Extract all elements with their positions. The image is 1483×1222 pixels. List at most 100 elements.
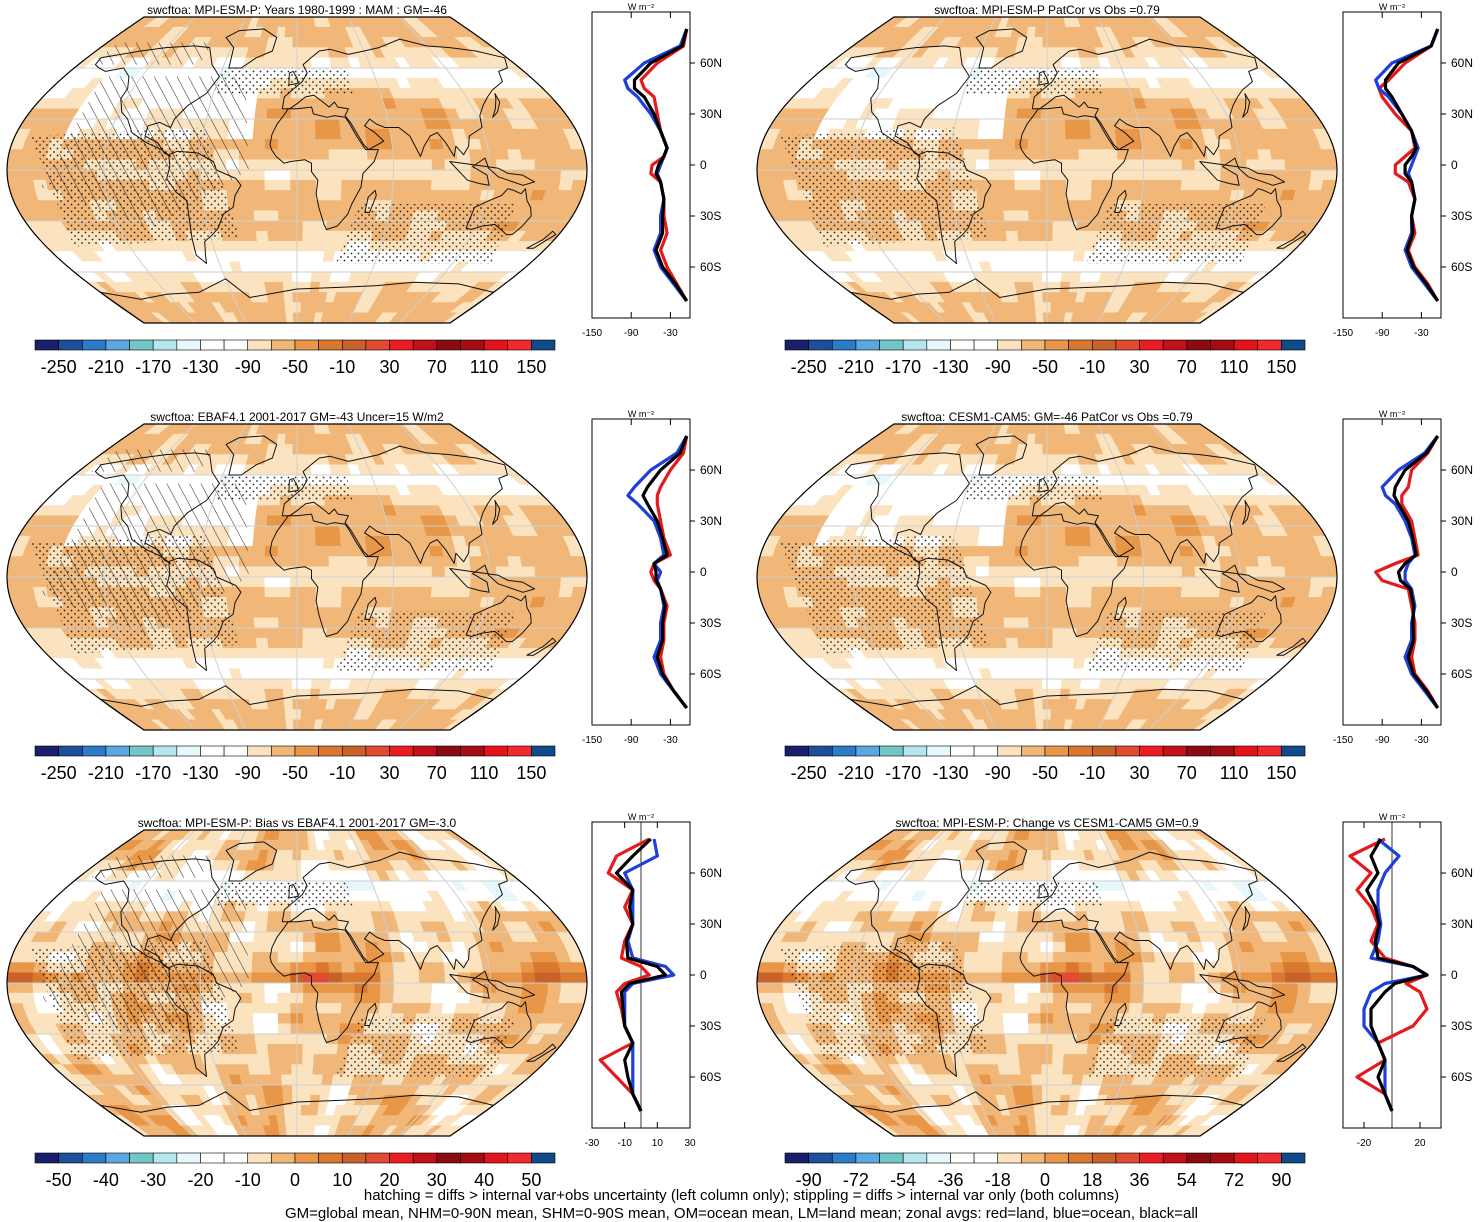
colorbar-swatch xyxy=(531,1152,556,1164)
zonal-series-land xyxy=(1348,837,1429,1112)
zonal-series-ocean xyxy=(1374,28,1440,302)
colorbar-swatch xyxy=(1068,1152,1093,1164)
x-tick-label: -20 xyxy=(1357,1138,1372,1149)
colorbar-swatch xyxy=(129,745,154,757)
colorbar-swatch xyxy=(902,745,928,757)
coastline-australia xyxy=(465,1001,532,1049)
map-outline xyxy=(6,16,588,324)
colorbar-tick-label: -250 xyxy=(791,357,827,377)
lat-tick-label: 30S xyxy=(700,1019,721,1033)
coastline-eurasia xyxy=(1031,38,1258,157)
colorbar-tick-label: -50 xyxy=(282,763,308,783)
lat-tick-label: 30S xyxy=(1451,209,1472,223)
coastline-indonesia xyxy=(449,970,536,999)
coastline-new-zealand xyxy=(1276,1043,1307,1062)
stipple-region xyxy=(213,68,353,94)
coastline-madagascar xyxy=(364,189,377,213)
coastline-greenland xyxy=(975,28,1028,69)
colorbar-swatch xyxy=(412,745,438,757)
map-field xyxy=(7,424,587,730)
graticule-meridian xyxy=(1097,424,1145,730)
hatch-region xyxy=(41,483,249,637)
colorbar-swatch xyxy=(831,339,857,351)
zonal-units: W m⁻² xyxy=(628,2,654,12)
colorbar-swatch xyxy=(902,1152,928,1164)
colorbar-swatch xyxy=(1115,339,1140,351)
colorbar-swatch xyxy=(81,339,107,351)
colorbar-swatch xyxy=(412,1152,438,1164)
colorbar-tick-label: 150 xyxy=(516,763,546,783)
map-outline xyxy=(756,829,1338,1137)
colorbar-swatch xyxy=(294,745,319,757)
colorbar-swatch xyxy=(926,339,951,351)
coastline-madagascar xyxy=(1114,189,1127,213)
colorbar-tick-label: -10 xyxy=(329,357,355,377)
x-tick-label: -150 xyxy=(1333,328,1353,339)
colorbar-swatch xyxy=(926,1152,951,1164)
colorbar-tick-label: 30 xyxy=(380,357,400,377)
colorbar-swatch xyxy=(58,745,83,757)
colorbar-swatch xyxy=(997,745,1022,757)
x-tick-label: -30 xyxy=(663,328,678,339)
colorbar-tick-label: 150 xyxy=(1266,357,1296,377)
colorbar-swatch xyxy=(808,745,833,757)
hatch-region xyxy=(90,42,213,65)
colorbar-tick-label: 20 xyxy=(380,1170,400,1190)
graticule-meridian xyxy=(103,17,196,323)
graticule-meridian xyxy=(103,830,196,1136)
colorbar-swatch xyxy=(436,1152,461,1164)
colorbar-tick-label: -54 xyxy=(890,1170,916,1190)
colorbar-swatch xyxy=(1281,745,1306,757)
colorbar-swatch xyxy=(223,1152,249,1164)
zonal-mean-plot: 60N 30N 0 30S 60S -150 -90 -30 W m⁻² xyxy=(1333,2,1473,339)
zonal-series-all xyxy=(614,837,668,1112)
graticule-meridian xyxy=(1097,17,1145,323)
coastline-north-america xyxy=(844,858,970,970)
colorbar-swatch xyxy=(460,1152,485,1164)
coastline-africa xyxy=(269,106,379,230)
lat-tick-label: 30N xyxy=(700,514,722,528)
colorbar-swatch xyxy=(152,745,178,757)
colorbar-swatch xyxy=(879,745,904,757)
colorbar-tick-label: -130 xyxy=(182,357,218,377)
colorbar-swatch xyxy=(1021,1152,1046,1164)
coastline-south-america xyxy=(166,963,242,1077)
colorbar-swatch xyxy=(1162,745,1188,757)
x-tick-label: 20 xyxy=(1414,1138,1426,1149)
lat-tick-label: 60N xyxy=(700,463,722,477)
coastline-madagascar xyxy=(364,1002,377,1026)
graticule-meridian xyxy=(853,830,946,1136)
stipple-region xyxy=(1085,1017,1267,1077)
stipple-region xyxy=(335,204,517,264)
colorbar-tick-label: -90 xyxy=(235,357,261,377)
colorbar-tick-label: 0 xyxy=(1040,1170,1050,1190)
coastline-madagascar xyxy=(364,596,377,620)
colorbar-swatch xyxy=(318,745,343,757)
stipple-region xyxy=(1085,611,1267,671)
coastline-japan xyxy=(492,93,501,118)
x-tick-label: -150 xyxy=(1333,735,1353,746)
lat-tick-label: 60S xyxy=(1451,1070,1472,1084)
colorbar-tick-label: 70 xyxy=(1177,357,1197,377)
map-field xyxy=(7,17,587,323)
colorbar-swatch xyxy=(1210,339,1235,351)
coastline-uk xyxy=(1038,477,1049,493)
coastline-new-zealand xyxy=(526,637,557,656)
colorbar-swatch xyxy=(1139,1152,1164,1164)
colorbar-swatch xyxy=(223,745,249,757)
stipple-region xyxy=(780,534,990,654)
panel-p3: swcftoa: EBAF4.1 2001-2017 GM=-43 Uncer=… xyxy=(6,409,722,783)
coastline-eurasia xyxy=(281,851,508,970)
colorbar-swatch xyxy=(58,339,83,351)
colorbar-swatch xyxy=(389,1152,414,1164)
hatch-region xyxy=(90,449,213,472)
graticule-meridian xyxy=(199,424,247,730)
colorbar: -250 -210 -170 -130 -90 -50 -10 30 70 110 150 xyxy=(784,745,1306,783)
panel-p1: swcftoa: MPI-ESM-P: Years 1980-1999 : MA… xyxy=(6,2,722,377)
coastline-greenland xyxy=(225,841,278,882)
lat-tick-label: 60N xyxy=(700,866,722,880)
colorbar-tick-label: 36 xyxy=(1130,1170,1150,1190)
colorbar-swatch xyxy=(1257,1152,1282,1164)
colorbar-swatch xyxy=(129,339,154,351)
colorbar-swatch xyxy=(483,745,509,757)
